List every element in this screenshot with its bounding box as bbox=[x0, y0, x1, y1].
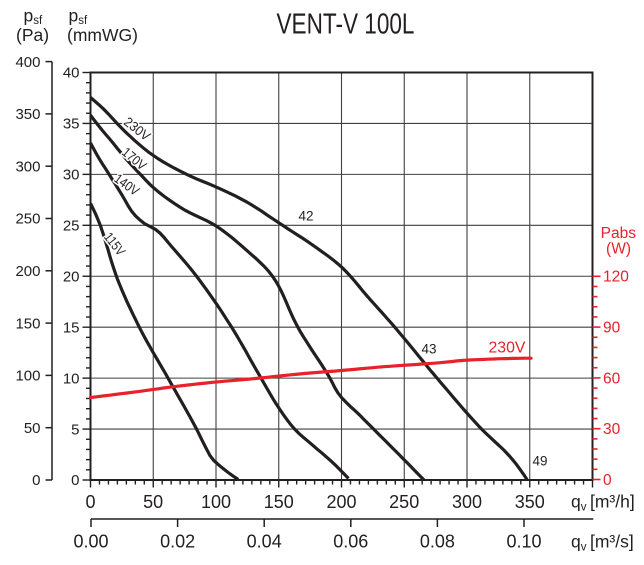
svg-text:0.04: 0.04 bbox=[247, 532, 282, 552]
svg-text:42: 42 bbox=[298, 209, 313, 224]
svg-text:230V: 230V bbox=[489, 340, 526, 357]
svg-text:60: 60 bbox=[603, 370, 621, 387]
svg-text:90: 90 bbox=[603, 320, 621, 337]
svg-text:30: 30 bbox=[63, 167, 80, 184]
svg-text:15: 15 bbox=[63, 319, 80, 336]
svg-text:qv [m³/h]: qv [m³/h] bbox=[571, 492, 635, 514]
svg-text:0: 0 bbox=[85, 492, 95, 512]
svg-text:350: 350 bbox=[515, 492, 545, 512]
svg-text:100: 100 bbox=[201, 492, 231, 512]
svg-text:VENT-V 100L: VENT-V 100L bbox=[277, 9, 415, 41]
svg-text:0: 0 bbox=[32, 472, 40, 489]
svg-text:400: 400 bbox=[15, 54, 40, 71]
svg-text:35: 35 bbox=[63, 116, 80, 133]
svg-text:50: 50 bbox=[24, 420, 41, 437]
svg-text:350: 350 bbox=[15, 106, 40, 123]
svg-text:(mmWG): (mmWG) bbox=[67, 25, 138, 45]
svg-text:150: 150 bbox=[264, 492, 294, 512]
svg-text:200: 200 bbox=[15, 263, 40, 280]
svg-text:150: 150 bbox=[15, 315, 40, 332]
svg-text:30: 30 bbox=[603, 421, 621, 438]
svg-text:0.02: 0.02 bbox=[160, 532, 195, 552]
svg-text:0: 0 bbox=[603, 472, 612, 489]
svg-text:250: 250 bbox=[389, 492, 419, 512]
svg-text:0.10: 0.10 bbox=[506, 532, 541, 552]
svg-text:0.00: 0.00 bbox=[73, 532, 108, 552]
svg-text:100: 100 bbox=[15, 368, 40, 385]
svg-text:49: 49 bbox=[532, 454, 547, 469]
svg-text:qv [m³/s]: qv [m³/s] bbox=[571, 532, 634, 554]
svg-text:20: 20 bbox=[63, 268, 80, 285]
svg-text:300: 300 bbox=[15, 158, 40, 175]
svg-text:200: 200 bbox=[326, 492, 356, 512]
svg-text:0: 0 bbox=[71, 472, 79, 489]
svg-text:0.06: 0.06 bbox=[333, 532, 368, 552]
svg-text:10: 10 bbox=[63, 370, 80, 387]
svg-text:(W): (W) bbox=[606, 241, 631, 258]
svg-text:(Pa): (Pa) bbox=[16, 25, 49, 45]
svg-text:5: 5 bbox=[71, 421, 79, 438]
svg-text:120: 120 bbox=[603, 269, 629, 286]
svg-text:250: 250 bbox=[15, 211, 40, 228]
svg-text:25: 25 bbox=[63, 218, 80, 235]
svg-text:50: 50 bbox=[143, 492, 163, 512]
svg-text:Pabs: Pabs bbox=[601, 225, 637, 242]
svg-text:0.08: 0.08 bbox=[420, 532, 455, 552]
svg-text:43: 43 bbox=[421, 342, 436, 357]
svg-text:300: 300 bbox=[452, 492, 482, 512]
svg-text:40: 40 bbox=[63, 65, 80, 82]
